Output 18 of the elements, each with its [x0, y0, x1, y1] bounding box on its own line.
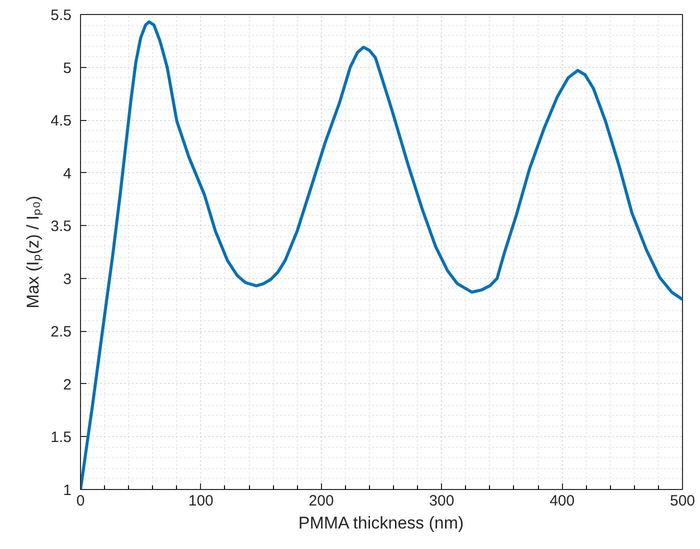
- y-tick-label: 5: [63, 60, 72, 77]
- y-tick-label: 2: [63, 376, 72, 394]
- y-axis-title: Max (Iₚ(z) / Iₚ₀): [24, 196, 44, 308]
- x-tick-label: 0: [76, 492, 85, 510]
- y-tick-label: 5.5: [50, 7, 72, 24]
- y-tick-label: 1: [63, 482, 72, 499]
- y-tick-label: 4.5: [50, 112, 72, 130]
- y-tick-label: 4: [63, 165, 72, 182]
- y-tick-label: 1.5: [50, 429, 72, 446]
- x-tick-label: 500: [670, 492, 696, 510]
- x-tick-label: 400: [550, 492, 575, 510]
- x-tick-label: 300: [429, 492, 454, 510]
- y-tick-label: 3: [63, 270, 72, 288]
- y-tick-label: 2.5: [50, 324, 72, 341]
- x-axis-title: PMMA thickness (nm): [298, 514, 464, 532]
- y-tick-label: 3.5: [50, 218, 72, 236]
- x-tick-label: 100: [188, 492, 214, 510]
- x-tick-label: 200: [308, 492, 334, 510]
